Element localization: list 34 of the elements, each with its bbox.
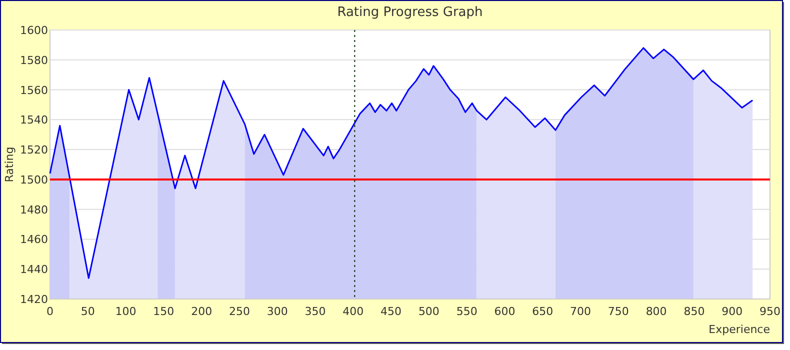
- x-tick-label: 100: [115, 305, 136, 318]
- y-tick-label: 1580: [20, 54, 48, 67]
- y-tick-label: 1420: [20, 293, 48, 306]
- x-tick-label: 600: [494, 305, 516, 318]
- y-tick-label: 1520: [20, 144, 48, 157]
- y-tick-label: 1540: [20, 114, 48, 127]
- x-tick-label: 450: [380, 305, 402, 318]
- x-tick-label: 700: [570, 305, 592, 318]
- x-tick-label: 200: [191, 305, 212, 318]
- x-tick-label: 250: [228, 305, 250, 318]
- y-tick-label: 1600: [20, 24, 48, 37]
- x-tick-label: 150: [153, 305, 174, 318]
- y-tick-label: 1460: [20, 233, 48, 246]
- x-tick-label: 800: [646, 305, 667, 318]
- x-tick-label: 50: [80, 305, 95, 318]
- y-tick-label: 1480: [20, 203, 48, 216]
- x-tick-label: 500: [418, 305, 440, 318]
- x-tick-label: 550: [456, 305, 478, 318]
- y-tick-label: 1440: [20, 263, 48, 276]
- y-axis-title: Rating: [3, 146, 16, 182]
- x-tick-label: 300: [266, 305, 288, 318]
- line-series: [49, 47, 754, 279]
- x-tick-label: 850: [684, 305, 705, 318]
- x-tick-label: 900: [722, 305, 743, 318]
- x-tick-label: 400: [342, 305, 364, 318]
- x-axis-title: Experience: [708, 323, 770, 336]
- y-tick-label: 1560: [20, 84, 48, 97]
- x-tick-label: 0: [46, 305, 54, 318]
- chart-title: Rating Progress Graph: [337, 5, 483, 20]
- x-tick-label: 950: [760, 305, 780, 318]
- y-tick-label: 1500: [20, 173, 48, 186]
- x-tick-label: 750: [608, 305, 629, 318]
- x-tick-label: 650: [532, 305, 554, 318]
- x-tick-label: 350: [304, 305, 326, 318]
